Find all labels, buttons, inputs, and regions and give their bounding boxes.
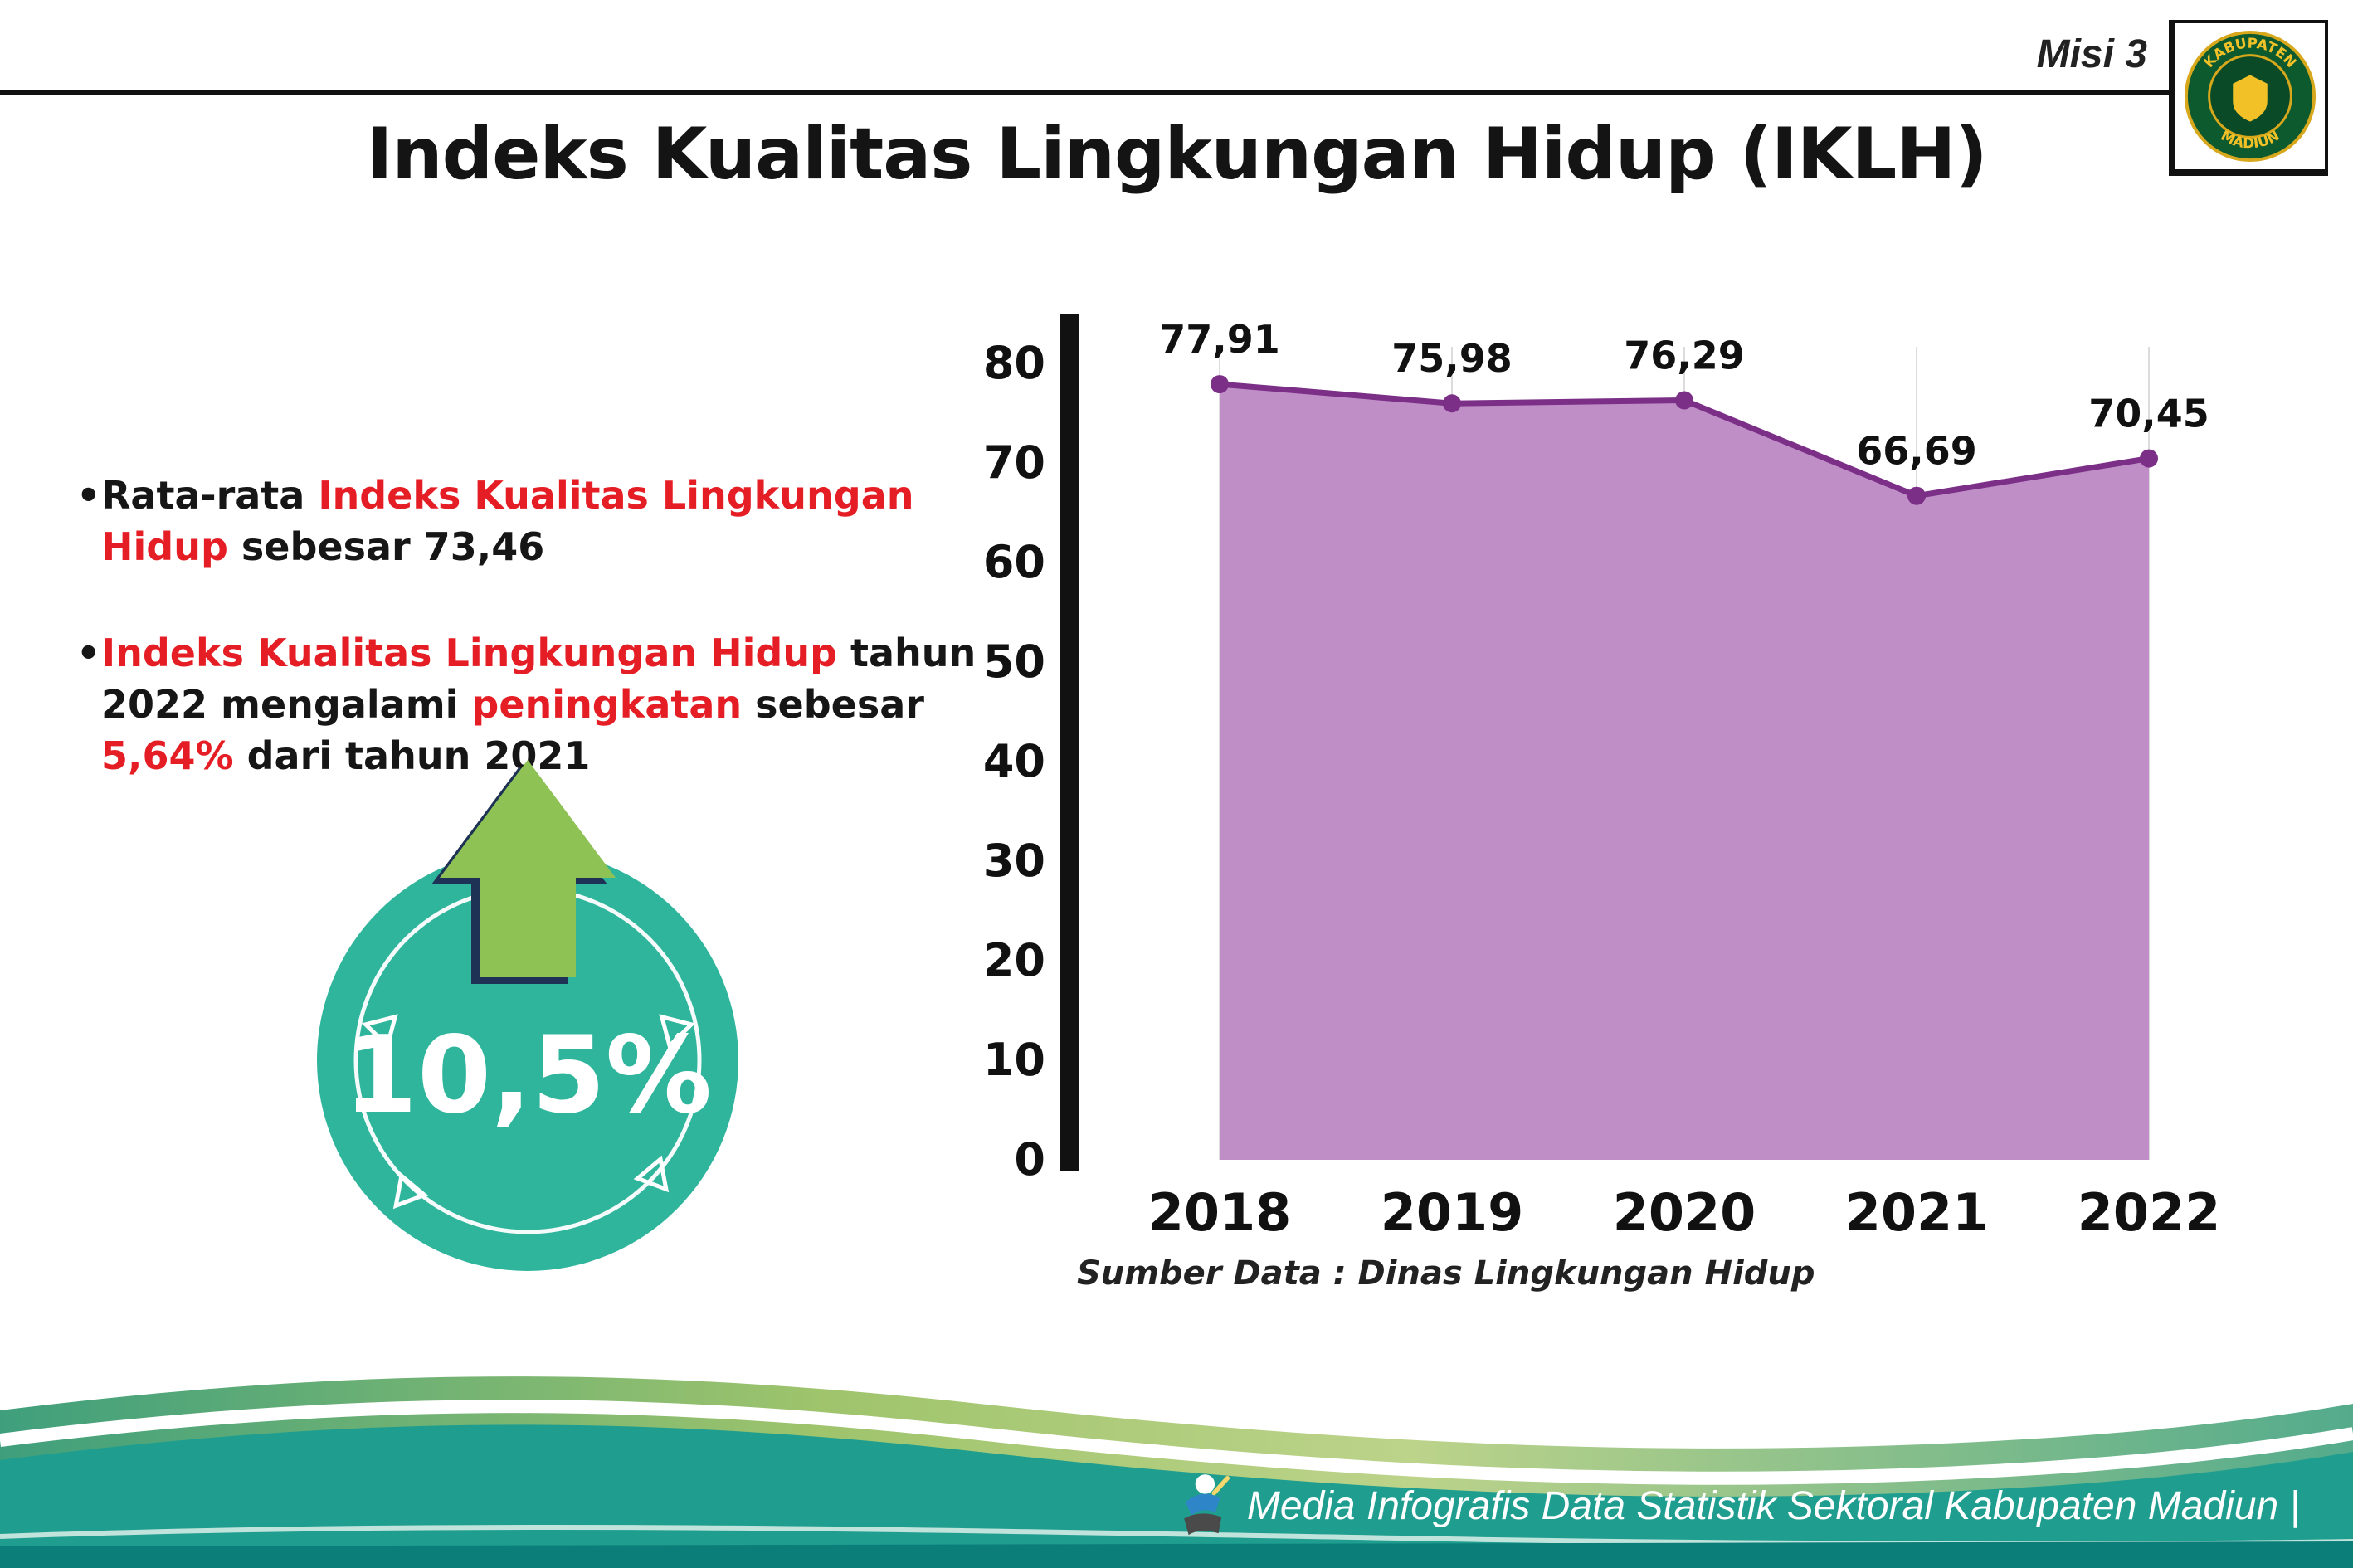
writer-mascot-icon: [1184, 1474, 1230, 1536]
bullet-average-iklh: Rata-rata Indeks Kualitas Lingkungan Hid…: [76, 470, 1022, 572]
increase-badge-graphic: 10,5%: [317, 760, 738, 1271]
y-axis-bar: [1060, 314, 1079, 1171]
data-point-label: 75,98: [1391, 336, 1513, 381]
data-point: [1211, 375, 1229, 394]
bullet-text: Rata-rata: [101, 473, 319, 518]
misi-label: Misi 3: [2036, 32, 2147, 76]
data-point-label: 70,45: [2088, 392, 2209, 436]
data-point: [2140, 449, 2158, 468]
kabupaten-madiun-emblem-icon: KABUPATEN MADIUN: [2184, 30, 2316, 163]
data-point: [1675, 391, 1693, 410]
x-tick-label: 2018: [1148, 1182, 1292, 1243]
header-divider-line: [0, 90, 2172, 95]
y-tick-label: 70: [983, 436, 1045, 489]
footer-credit: Media Infografis Data Statistik Sektoral…: [1171, 1472, 2300, 1540]
bullet-text-highlight: Indeks Kualitas Lingkungan Hidup: [101, 473, 914, 569]
bullet-text: sebesar: [742, 682, 924, 727]
bullet-text: tahun 2022 mengalami: [101, 631, 977, 727]
iklh-chart-canvas: 77,91 75,98 76,29 66,69 70,45 0 10 20 30 40 50 60 70…: [983, 314, 2221, 1243]
increase-badge: 10,5%: [314, 755, 742, 1279]
bullet-text-highlight: 5,64%: [101, 733, 234, 778]
kabupaten-madiun-logo: KABUPATEN MADIUN: [2169, 20, 2328, 176]
y-tick-label: 20: [983, 934, 1045, 986]
iklh-chart: 77,91 75,98 76,29 66,69 70,45 0 10 20 30 40 50 60 70…: [979, 297, 2224, 1326]
badge-tick-triangles: [361, 1014, 696, 1210]
y-tick-label: 40: [983, 735, 1045, 787]
bullet-text: sebesar 73,46: [227, 524, 545, 569]
data-point-label: 76,29: [1624, 334, 1745, 378]
bullet-text-highlight: Indeks Kualitas Lingkungan Hidup: [101, 631, 838, 675]
x-tick-label: 2019: [1381, 1182, 1524, 1243]
y-tick-label: 60: [983, 536, 1045, 588]
bullet-iklh-increase: Indeks Kualitas Lingkungan Hidup tahun 2…: [76, 627, 1022, 782]
y-tick-label: 80: [983, 337, 1045, 389]
x-tick-label: 2020: [1613, 1182, 1756, 1243]
footer-wave-decoration: [0, 1376, 2353, 1568]
source-note: Sumber Data : Dinas Lingkungan Hidup: [1077, 1254, 1815, 1293]
area-fill: [1220, 384, 2149, 1160]
x-tick-label: 2022: [2078, 1182, 2221, 1243]
badge-circle: [317, 850, 738, 1271]
bullet-text-highlight: peningkatan: [471, 682, 743, 727]
y-tick-label: 30: [983, 835, 1045, 887]
page-title: Indeks Kualitas Lingkungan Hidup (IKLH): [366, 113, 1987, 196]
data-point-label: 66,69: [1856, 429, 1977, 474]
data-point-label: 77,91: [1159, 317, 1280, 362]
data-point: [1443, 394, 1461, 413]
x-tick-label: 2021: [1845, 1182, 1989, 1243]
key-points: Rata-rata Indeks Kualitas Lingkungan Hid…: [76, 470, 1022, 836]
data-point: [1907, 486, 1926, 505]
footer-credit-text: Media Infografis Data Statistik Sektoral…: [1246, 1483, 2300, 1528]
logo-shield-icon: [2231, 73, 2269, 124]
y-tick-label: 50: [983, 635, 1045, 688]
up-arrow-icon: [440, 760, 616, 977]
badge-value: 10,5%: [343, 1014, 712, 1137]
y-tick-label: 0: [1014, 1133, 1045, 1186]
y-tick-label: 10: [983, 1034, 1045, 1086]
